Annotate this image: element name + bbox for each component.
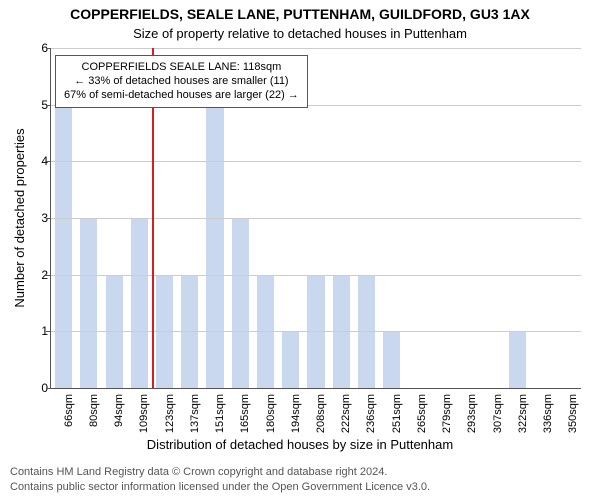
- gridline: [51, 331, 581, 332]
- gridline: [51, 275, 581, 276]
- gridline: [51, 218, 581, 219]
- annotation-line2: ← 33% of detached houses are smaller (11…: [64, 74, 299, 88]
- bar: [80, 218, 97, 388]
- bar: [232, 218, 249, 388]
- chart-title-line1: COPPERFIELDS, SEALE LANE, PUTTENHAM, GUI…: [0, 6, 600, 22]
- chart-title-line2: Size of property relative to detached ho…: [0, 26, 600, 41]
- y-axis-label: Number of detached properties: [12, 128, 27, 307]
- gridline: [51, 161, 581, 162]
- bar: [206, 105, 223, 388]
- annotation-line1: COPPERFIELDS SEALE LANE: 118sqm: [64, 60, 299, 74]
- x-axis-label: Distribution of detached houses by size …: [0, 437, 600, 452]
- footer-attribution: Contains HM Land Registry data © Crown c…: [10, 465, 430, 494]
- bar: [282, 331, 299, 388]
- footer-line1: Contains HM Land Registry data © Crown c…: [10, 465, 430, 479]
- plot-area: COPPERFIELDS SEALE LANE: 118sqm← 33% of …: [50, 48, 581, 389]
- footer-line2: Contains public sector information licen…: [10, 480, 430, 494]
- bar: [131, 218, 148, 388]
- bar: [383, 331, 400, 388]
- annotation-line3: 67% of semi-detached houses are larger (…: [64, 88, 299, 102]
- gridline: [51, 48, 581, 49]
- bar: [509, 331, 526, 388]
- annotation-box: COPPERFIELDS SEALE LANE: 118sqm← 33% of …: [55, 55, 308, 108]
- bar: [55, 105, 72, 388]
